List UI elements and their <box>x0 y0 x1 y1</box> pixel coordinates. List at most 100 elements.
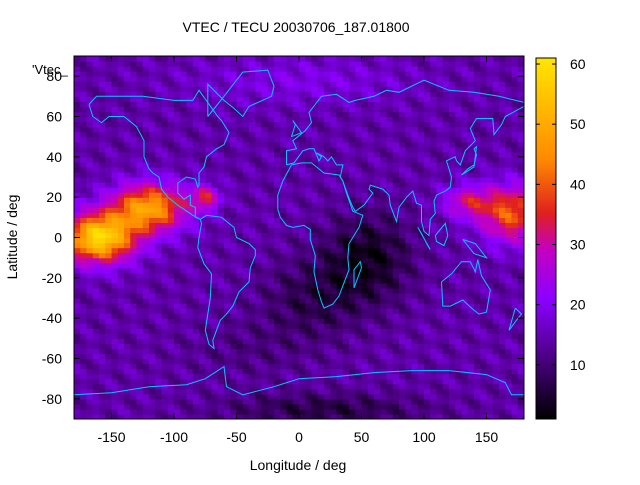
heatmap-cell <box>230 262 238 269</box>
heatmap-cell <box>361 403 369 410</box>
heatmap-cell <box>99 272 106 279</box>
heatmap-cell <box>330 76 338 82</box>
heatmap-cell <box>155 116 163 123</box>
heatmap-cell <box>99 166 106 173</box>
heatmap-cell <box>92 146 100 153</box>
heatmap-cell <box>92 383 100 390</box>
heatmap-cell <box>280 116 288 123</box>
heatmap-cell <box>242 388 250 395</box>
heatmap-cell <box>305 333 313 339</box>
heatmap-cell <box>517 101 524 108</box>
heatmap-cell <box>505 282 513 289</box>
heatmap-cell <box>486 232 494 239</box>
heatmap-cell <box>380 262 388 269</box>
heatmap-cell <box>342 403 350 410</box>
heatmap-cell <box>180 212 188 218</box>
heatmap-cell <box>211 96 219 102</box>
heatmap-cell <box>405 86 413 92</box>
heatmap-cell <box>461 323 469 329</box>
heatmap-cell <box>186 242 194 249</box>
heatmap-cell <box>405 217 413 223</box>
heatmap-cell <box>105 292 113 299</box>
heatmap-cell <box>480 298 488 304</box>
heatmap-cell <box>86 91 94 97</box>
heatmap-cell <box>342 348 350 355</box>
heatmap-cell <box>74 388 81 395</box>
heatmap-cell <box>367 161 375 168</box>
heatmap-cell <box>405 252 413 259</box>
heatmap-cell <box>92 212 100 218</box>
heatmap-cell <box>305 232 313 239</box>
heatmap-cell <box>324 393 331 400</box>
heatmap-cell <box>192 227 200 234</box>
heatmap-cell <box>217 308 225 314</box>
heatmap-cell <box>461 177 469 183</box>
heatmap-cell <box>92 166 100 173</box>
heatmap-cell <box>324 96 331 102</box>
heatmap-cell <box>224 106 231 113</box>
heatmap-cell <box>392 388 400 395</box>
heatmap-cell <box>336 116 344 123</box>
heatmap-cell <box>299 101 306 108</box>
heatmap-cell <box>467 323 475 329</box>
heatmap-cell <box>517 212 524 218</box>
heatmap-cell <box>292 76 300 82</box>
heatmap-cell <box>180 141 188 148</box>
heatmap-cell <box>192 161 200 168</box>
heatmap-cell <box>242 207 250 213</box>
heatmap-cell <box>186 338 194 344</box>
heatmap-cell <box>292 187 300 193</box>
heatmap-cell <box>486 363 494 370</box>
heatmap-cell <box>392 171 400 178</box>
heatmap-cell <box>105 303 113 309</box>
heatmap-cell <box>305 227 313 234</box>
heatmap-cell <box>280 151 288 158</box>
heatmap-cell <box>211 252 219 259</box>
heatmap-cell <box>255 151 263 158</box>
heatmap-cell <box>167 383 175 390</box>
heatmap-cell <box>174 267 181 274</box>
heatmap-cell <box>224 358 231 365</box>
heatmap-cell <box>117 413 125 419</box>
heatmap-cell <box>161 338 169 344</box>
heatmap-cell <box>230 318 238 324</box>
heatmap-cell <box>292 348 300 355</box>
heatmap-cell <box>261 343 269 350</box>
heatmap-cell <box>161 378 169 385</box>
heatmap-cell <box>224 237 231 244</box>
heatmap-cell <box>511 303 519 309</box>
heatmap-cell <box>117 318 125 324</box>
heatmap-cell <box>217 398 225 405</box>
heatmap-cell <box>330 333 338 339</box>
heatmap-cell <box>155 146 163 153</box>
heatmap-cell <box>349 237 356 244</box>
heatmap-cell <box>105 171 113 178</box>
heatmap-cell <box>92 91 100 97</box>
heatmap-cell <box>211 116 219 123</box>
heatmap-cell <box>399 303 406 309</box>
heatmap-cell <box>405 91 413 97</box>
heatmap-cell <box>417 91 425 97</box>
heatmap-cell <box>399 212 406 218</box>
heatmap-cell <box>274 287 281 294</box>
heatmap-cell <box>117 378 125 385</box>
heatmap-cell <box>292 136 300 143</box>
heatmap-cell <box>374 252 381 259</box>
heatmap-cell <box>392 131 400 138</box>
heatmap-cell <box>280 267 288 274</box>
heatmap-cell <box>242 166 250 173</box>
heatmap-cell <box>267 217 275 223</box>
heatmap-cell <box>217 217 225 223</box>
heatmap-cell <box>99 81 106 87</box>
heatmap-cell <box>249 227 256 234</box>
heatmap-cell <box>249 222 256 229</box>
heatmap-cell <box>361 413 369 419</box>
heatmap-cell <box>511 192 519 198</box>
heatmap-cell <box>392 222 400 229</box>
heatmap-cell <box>74 71 81 77</box>
heatmap-cell <box>161 257 169 264</box>
heatmap-cell <box>505 121 513 128</box>
heatmap-cell <box>161 106 169 113</box>
heatmap-cell <box>192 408 200 415</box>
heatmap-cell <box>124 76 131 82</box>
